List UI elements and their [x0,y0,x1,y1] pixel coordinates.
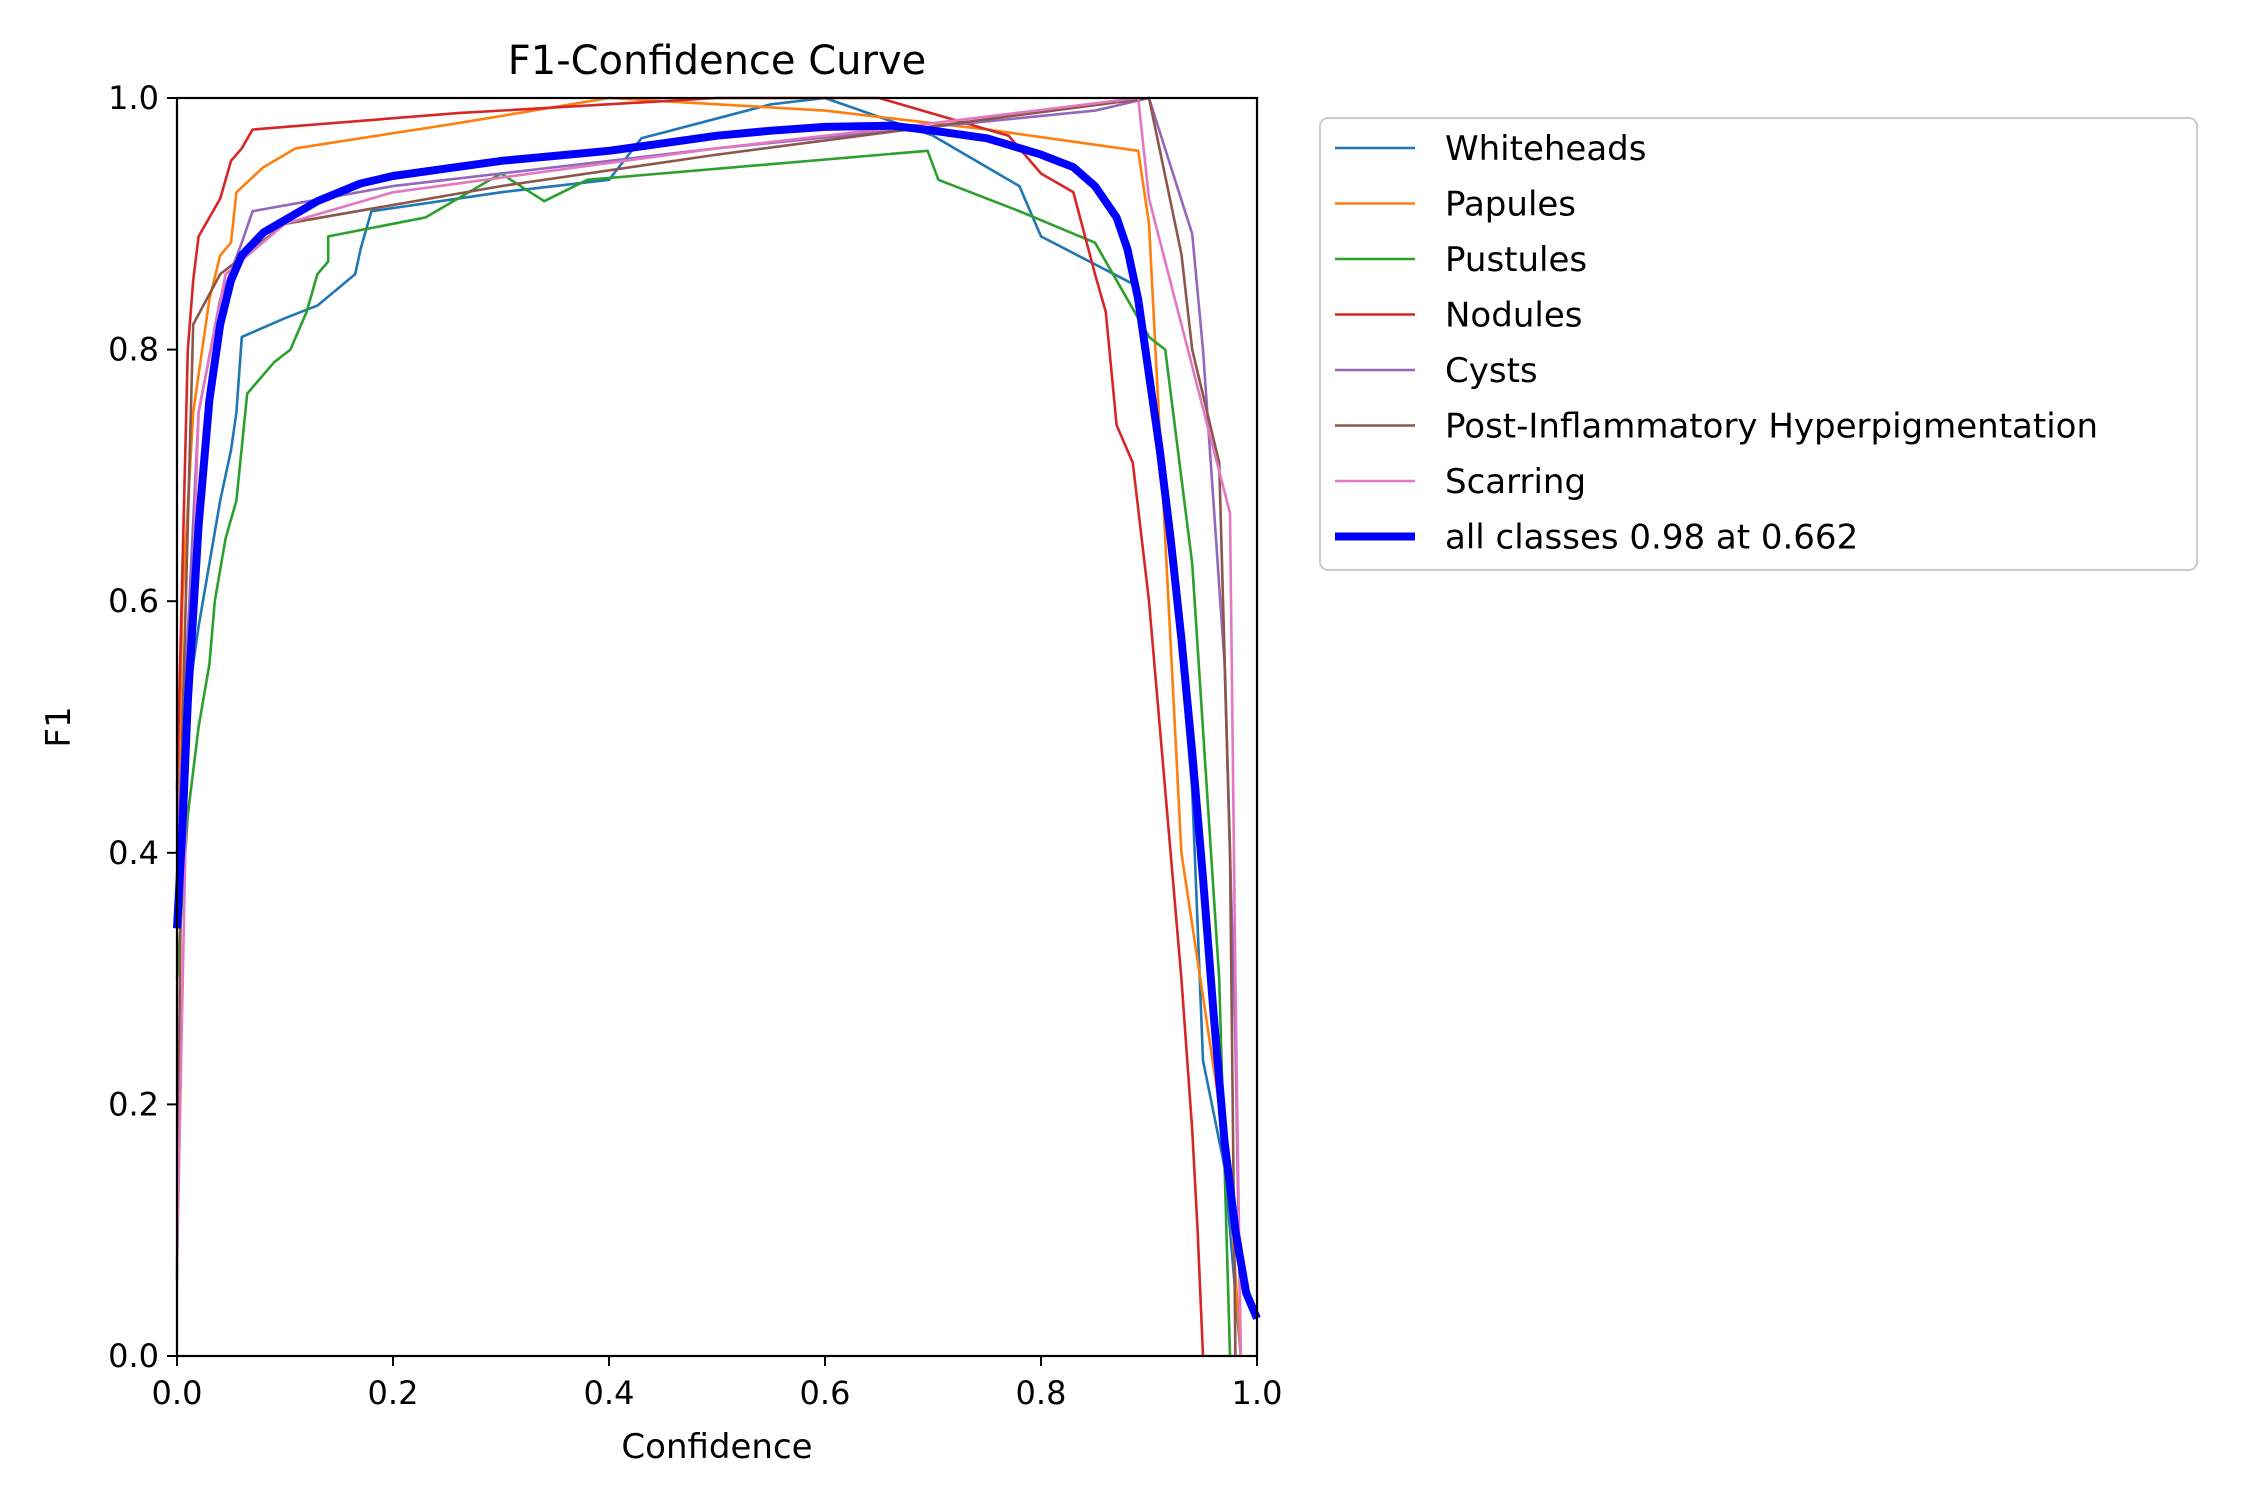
series-line-papules [175,96,1243,1357]
x-tick-label: 1.0 [1232,1374,1283,1412]
legend-label-pustules: Pustules [1445,240,1587,280]
y-tick-label: 0.0 [108,1337,159,1375]
x-tick-label: 0.8 [1016,1374,1067,1412]
series-line-pustules [175,149,1232,1357]
legend: Whiteheads Papules Pustules Nodules Cysts Pos… [1319,117,2198,571]
series-line-post-inflammatory-hyperpigmentation [175,96,1237,1357]
y-axis-label: F1 [39,706,79,747]
legend-label-nodules: Nodules [1445,296,1582,336]
x-tick-label: 0.2 [368,1374,419,1412]
x-tick-label: 0.4 [584,1374,635,1412]
series-line-cysts [175,96,1243,1357]
y-axis: 0.0 0.2 0.4 0.6 0.8 1.0 [108,79,177,1375]
legend-label-scarring: Scarring [1445,462,1586,502]
legend-frame [1319,117,2198,571]
x-tick-label: 0.0 [152,1374,203,1412]
y-tick-label: 0.8 [108,331,159,369]
series-line-scarring [175,96,1243,1357]
y-tick-label: 0.6 [108,582,159,620]
plot-frame [175,96,1259,1358]
legend-label-all-classes-0-98-at-0-662: all classes 0.98 at 0.662 [1445,518,1858,558]
y-tick-label: 1.0 [108,79,159,117]
series-line-all-classes-0-98-at-0-662 [173,121,1261,1320]
legend-label-whiteheads: Whiteheads [1445,129,1646,169]
x-axis: 0.0 0.2 0.4 0.6 0.8 1.0 [152,1356,1283,1412]
x-tick-label: 0.6 [800,1374,851,1412]
y-tick-label: 0.4 [108,834,159,872]
y-tick-label: 0.2 [108,1085,159,1123]
x-axis-label: Confidence [621,1427,812,1467]
legend-label-post-inflammatory-hyperpigmentation: Post-Inflammatory Hyperpigmentation [1445,407,2098,447]
series-line-whiteheads [175,96,1243,1357]
series-line-nodules [175,96,1205,1357]
plot-lines [173,96,1261,1357]
legend-label-papules: Papules [1445,185,1576,225]
legend-label-cysts: Cysts [1445,351,1538,391]
chart-title: F1-Confidence Curve [508,38,927,84]
